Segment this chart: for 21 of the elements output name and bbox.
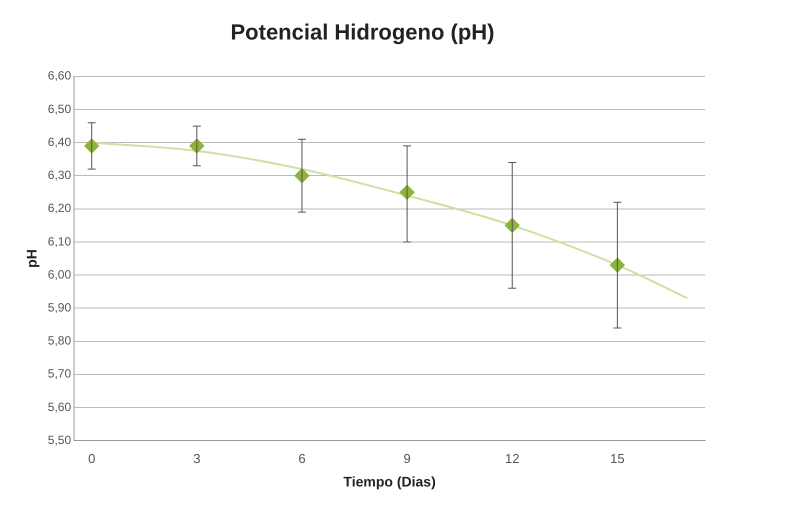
x-tick-label: 12 [505, 450, 520, 466]
y-tick-label: 6,40 [48, 134, 72, 149]
y-tick-label: 5,80 [48, 334, 72, 348]
y-tick-label: 5,70 [48, 366, 72, 381]
y-tick-label: 5,90 [48, 300, 72, 314]
x-tick-label: 15 [610, 450, 625, 466]
x-tick-label: 0 [88, 450, 96, 466]
x-tick-label: 3 [193, 450, 200, 466]
y-axis-title: pH [23, 249, 40, 268]
y-tick-label: 6,60 [48, 68, 72, 83]
y-tick-label: 6,10 [48, 234, 72, 248]
x-tick-label: 6 [298, 450, 306, 466]
chart-title: Potencial Hidrogeno (pH) [230, 19, 494, 44]
y-tick-label: 6,20 [48, 201, 72, 216]
y-tick-label: 6,30 [48, 168, 72, 182]
y-tick-label: 6,00 [48, 267, 72, 282]
y-tick-label: 5,50 [48, 432, 72, 447]
x-axis-title: Tiempo (Dias) [343, 473, 436, 490]
y-tick-label: 6,50 [48, 102, 72, 116]
y-tick-label: 5,60 [48, 400, 72, 414]
x-tick-label: 9 [403, 450, 411, 466]
